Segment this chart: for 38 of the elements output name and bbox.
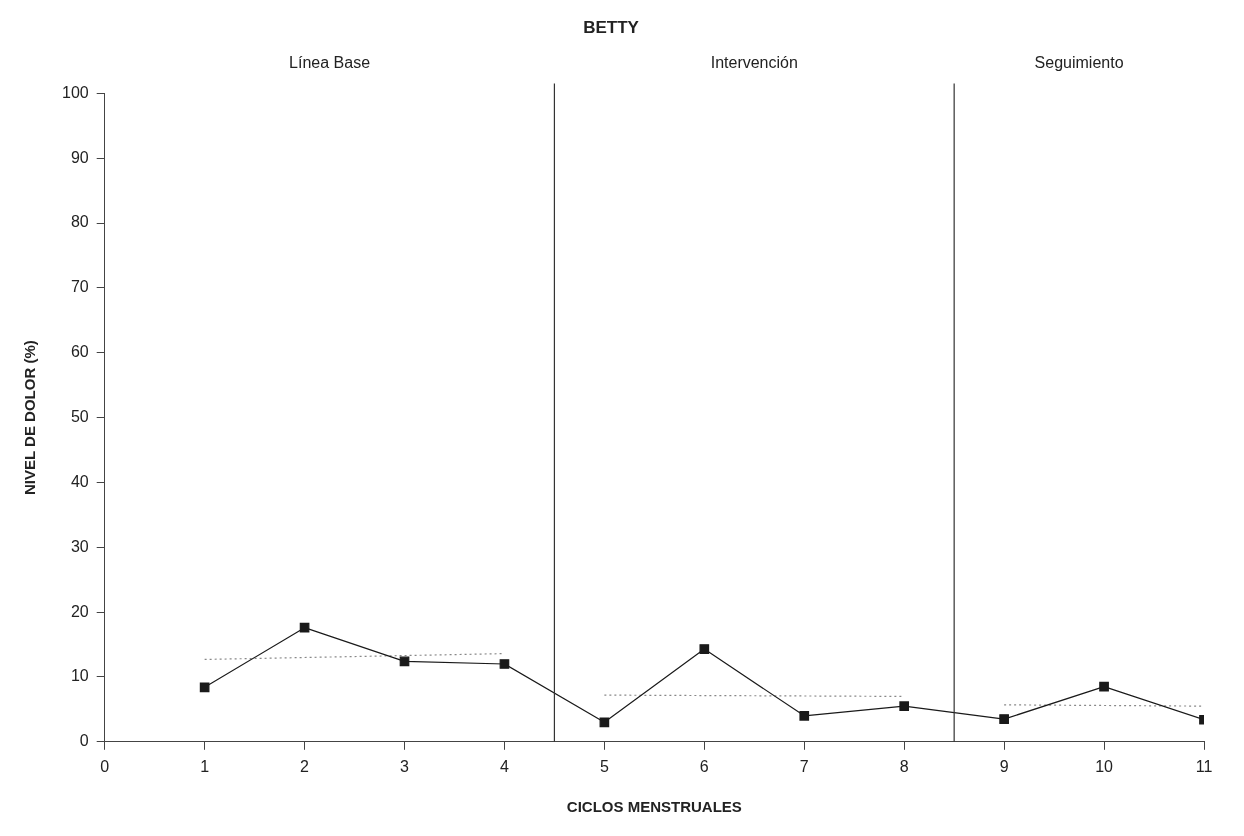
y-tick-label: 60 bbox=[70, 343, 89, 361]
point bbox=[799, 711, 810, 721]
text: Seguimiento bbox=[1034, 53, 1124, 71]
x-tick-label: 8 bbox=[899, 757, 909, 775]
x-tick-label: 6 bbox=[699, 757, 709, 775]
x-tick-label: 7 bbox=[799, 757, 809, 775]
x-tick-label: 1 bbox=[200, 757, 210, 775]
point bbox=[199, 682, 210, 693]
x-tick-label: 2 bbox=[300, 757, 310, 775]
chart-title: BETTY bbox=[583, 17, 640, 37]
y-axis-title: NIVEL DE DOLOR (%) bbox=[21, 340, 39, 495]
x-axis-title: CICLOS MENSTRUALES bbox=[566, 798, 742, 816]
y-tick-label: 80 bbox=[70, 213, 89, 231]
y-tick-label: 20 bbox=[70, 602, 89, 620]
y-tick-label: 0 bbox=[79, 732, 89, 750]
y-tick-label: 10 bbox=[70, 667, 89, 685]
x-tick-label: 9 bbox=[999, 757, 1009, 775]
point bbox=[699, 644, 710, 654]
x-tick-label: 0 bbox=[100, 757, 110, 775]
y-tick-label: 70 bbox=[70, 278, 89, 296]
point bbox=[599, 717, 610, 728]
text: Intervención bbox=[710, 53, 798, 71]
x-tick-label: 4 bbox=[499, 757, 509, 775]
y-tick-label: 100 bbox=[61, 83, 89, 101]
point bbox=[999, 714, 1009, 724]
y-tick-label: 50 bbox=[70, 408, 89, 426]
x-tick-label: 3 bbox=[400, 757, 410, 775]
point bbox=[1099, 681, 1109, 692]
x-tick-label: 11 bbox=[1195, 757, 1213, 775]
point bbox=[899, 701, 910, 711]
x-tick-label: 5 bbox=[599, 757, 609, 775]
point bbox=[299, 622, 310, 633]
x-tick-label: 10 bbox=[1095, 757, 1114, 775]
y-tick-label: 30 bbox=[70, 537, 89, 555]
point bbox=[499, 659, 510, 669]
y-tick-label: 90 bbox=[70, 148, 89, 166]
text: Línea Base bbox=[289, 53, 371, 71]
y-tick-label: 40 bbox=[70, 472, 89, 490]
